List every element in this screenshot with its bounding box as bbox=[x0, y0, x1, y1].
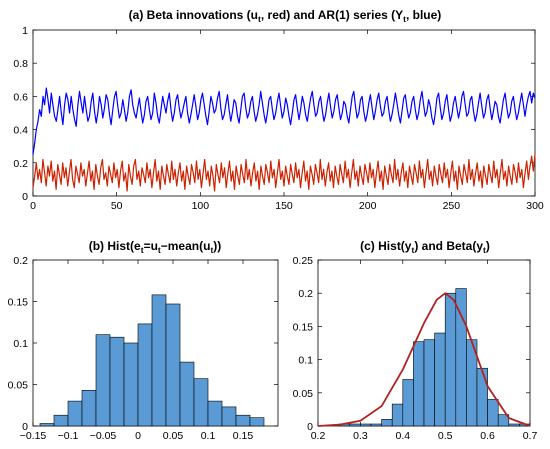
histogram-bar bbox=[413, 341, 425, 427]
histogram-bar bbox=[179, 361, 195, 427]
title-part: t bbox=[158, 245, 161, 255]
x-tick-label: 0 bbox=[135, 430, 141, 442]
x-tick-label: 50 bbox=[111, 200, 123, 212]
y-tick-label: 0.15 bbox=[293, 321, 314, 333]
series-line-u-t bbox=[32, 154, 536, 192]
histogram-bar bbox=[151, 294, 167, 427]
title-part: , blue) bbox=[406, 8, 441, 22]
histogram-bar bbox=[434, 332, 446, 427]
panel-c-histogram: (c) Hist(yt) and Beta(yt) 0.2 0.3 0.4 0.5 0.… bbox=[293, 239, 538, 442]
y-tick-label: 0 bbox=[307, 421, 313, 433]
histogram-bar bbox=[381, 419, 393, 427]
x-tick-label: 0.6 bbox=[480, 430, 495, 442]
histogram-bar bbox=[360, 423, 372, 427]
y-tick-label: 0.25 bbox=[293, 255, 314, 267]
histogram-bar bbox=[476, 367, 488, 427]
x-tick-label: 0.7 bbox=[523, 430, 538, 442]
histogram-bar bbox=[423, 339, 435, 427]
title-part: (b) Hist(e bbox=[89, 239, 141, 253]
panel-a-plot-area: 0 50 100 150 200 250 300 0 0.2 0.4 0.6 0.8 1 bbox=[13, 25, 544, 212]
histogram-bar bbox=[137, 323, 153, 427]
histogram-bar bbox=[165, 303, 181, 427]
x-tick-label: 0.3 bbox=[353, 430, 368, 442]
x-tick-label: 0 bbox=[30, 200, 36, 212]
y-tick-label: 0.4 bbox=[13, 125, 28, 137]
title-part: =u bbox=[144, 239, 158, 253]
histogram-bar bbox=[497, 414, 510, 427]
histogram-bar bbox=[81, 390, 97, 427]
panel-c-title: (c) Hist(yt) and Beta(yt) bbox=[360, 239, 490, 255]
histogram-bar bbox=[109, 336, 125, 427]
title-part: −mean(u bbox=[161, 239, 211, 253]
y-tick-label: 0.2 bbox=[13, 158, 28, 170]
x-tick-label: 0.2 bbox=[311, 430, 326, 442]
title-part: , red) and AR(1) series (Y bbox=[261, 8, 403, 22]
y-tick-label: 0.6 bbox=[13, 91, 28, 103]
y-tick-label: 0.1 bbox=[13, 338, 28, 350]
histogram-bar bbox=[53, 414, 69, 427]
panel-c-plot-area: 0.2 0.3 0.4 0.5 0.6 0.7 0 0.05 0.1 0.15 0.2 0.25 bbox=[293, 255, 538, 442]
histogram-bar bbox=[349, 423, 361, 427]
x-tick-label: 250 bbox=[443, 200, 461, 212]
histogram-bar bbox=[95, 334, 111, 427]
panel-b-title: (b) Hist(et=ut−mean(ut)) bbox=[89, 239, 222, 255]
histogram-bar bbox=[444, 292, 457, 427]
x-tick-label: 0.4 bbox=[395, 430, 410, 442]
histogram-bar bbox=[249, 417, 265, 427]
panel-a-title: (a) Beta innovations (ut, red) and AR(1)… bbox=[129, 8, 442, 24]
x-tick-label: −0.05 bbox=[90, 430, 117, 442]
histogram-bar bbox=[221, 406, 237, 427]
y-tick-label: 0.05 bbox=[293, 388, 314, 400]
title-part: t bbox=[141, 245, 144, 255]
title-part: (a) Beta innovations (u bbox=[129, 8, 258, 22]
title-part: t bbox=[403, 14, 406, 24]
y-tick-label: 0 bbox=[22, 191, 28, 203]
histogram-bar bbox=[39, 423, 55, 427]
panel-a-line-chart: (a) Beta innovations (ut, red) and AR(1)… bbox=[13, 8, 544, 212]
title-part: (c) Hist(y bbox=[360, 239, 412, 253]
histogram-bar bbox=[370, 423, 382, 427]
y-tick-label: 0.2 bbox=[13, 255, 28, 267]
x-tick-label: 0.5 bbox=[438, 430, 453, 442]
y-tick-label: 0.15 bbox=[8, 297, 29, 309]
y-tick-label: 1 bbox=[22, 25, 28, 37]
x-tick-label: 0.05 bbox=[163, 430, 184, 442]
y-tick-label: 0.1 bbox=[298, 355, 313, 367]
y-tick-label: 0.05 bbox=[8, 380, 29, 392]
title-part: t bbox=[411, 245, 414, 255]
histogram-bar bbox=[123, 342, 139, 427]
histogram-bar bbox=[402, 379, 414, 427]
title-part: t bbox=[210, 245, 213, 255]
x-tick-label: 150 bbox=[275, 200, 293, 212]
histogram-bar bbox=[235, 414, 251, 427]
x-tick-label: 100 bbox=[192, 200, 210, 212]
x-tick-label: 300 bbox=[526, 200, 544, 212]
histogram-bar bbox=[193, 378, 209, 427]
y-tick-label: 0 bbox=[22, 421, 28, 433]
series-line-y-t bbox=[32, 87, 536, 155]
title-part: ) bbox=[486, 239, 490, 253]
x-tick-label: 0.1 bbox=[201, 430, 216, 442]
histogram-bar bbox=[207, 400, 223, 427]
y-tick-label: 0.8 bbox=[13, 58, 28, 70]
histogram-bar bbox=[508, 423, 520, 427]
title-part: t bbox=[483, 245, 486, 255]
histogram-bar bbox=[67, 400, 83, 427]
title-part: )) bbox=[213, 239, 221, 253]
panel-b-plot-area: −0.15 −0.1 −0.05 0 0.05 0.1 0.15 0 0.05 0.1 0.15 0.… bbox=[8, 255, 279, 442]
y-tick-label: 0.2 bbox=[298, 288, 313, 300]
histogram-bar bbox=[391, 403, 404, 427]
x-tick-label: −0.15 bbox=[20, 430, 47, 442]
title-part: t bbox=[258, 14, 261, 24]
x-tick-label: 200 bbox=[359, 200, 377, 212]
title-part: ) and Beta(y bbox=[414, 239, 483, 253]
x-tick-label: −0.1 bbox=[58, 430, 79, 442]
beta-density-curve bbox=[317, 292, 531, 427]
histogram-bar bbox=[487, 399, 499, 427]
x-tick-label: 0.15 bbox=[233, 430, 254, 442]
panel-b-histogram: (b) Hist(et=ut−mean(ut)) −0.15 −0.1 −0.05 0… bbox=[8, 239, 279, 442]
